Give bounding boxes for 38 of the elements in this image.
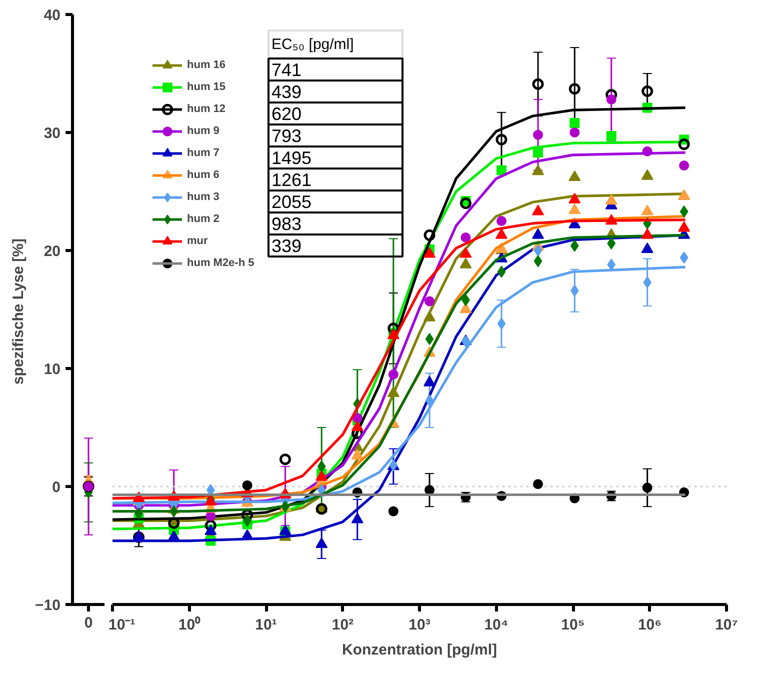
x-tick-label: 10¹ <box>255 616 277 634</box>
annotation: 1261 <box>272 170 312 190</box>
x-tick-label: 10⁵ <box>561 616 585 634</box>
annotation: 339 <box>272 236 302 256</box>
x-tick-label: 10⁰ <box>178 616 202 634</box>
y-tick-label: −10 <box>35 597 61 614</box>
legend-label: hum 2 <box>187 212 220 227</box>
x-tick-label: 10⁻¹ <box>108 616 136 634</box>
y-tick-label: 10 <box>44 361 61 378</box>
legend-label: hum 9 <box>187 124 220 139</box>
y-axis-title: spezifische Lyse [%] <box>10 238 28 385</box>
legend-label: mur <box>187 234 209 249</box>
x-tick-label: 0 <box>84 614 93 632</box>
legend-label: hum 12 <box>187 102 227 117</box>
annotation: 2055 <box>272 192 312 212</box>
annotation: 741 <box>272 60 302 80</box>
annotation: 983 <box>272 214 302 234</box>
legend-label: hum 15 <box>187 80 227 95</box>
legend-label: hum 7 <box>187 146 220 161</box>
y-tick-label: 40 <box>44 7 61 24</box>
x-axis-title: Konzentration [pg/ml] <box>342 642 497 658</box>
annotation: 1495 <box>272 148 312 168</box>
x-tick-label: 10³ <box>408 616 430 634</box>
legend-label: hum 6 <box>187 168 220 183</box>
y-tick-label: 20 <box>44 243 61 260</box>
y-tick-label: 30 <box>44 125 61 142</box>
legend-label: hum 16 <box>187 58 227 73</box>
annotation: 620 <box>272 104 302 124</box>
legend-label: hum 3 <box>187 190 220 205</box>
x-tick-label: 10⁴ <box>484 616 508 634</box>
x-tick-label: 10⁶ <box>638 616 662 634</box>
x-tick-label: 10⁷ <box>715 616 738 634</box>
annotation: 793 <box>272 126 302 146</box>
legend-label: hum M2e-h 5 <box>187 256 256 271</box>
annotation: EC₅₀ [pg/ml] <box>272 36 354 53</box>
x-tick-label: 10² <box>332 616 354 634</box>
y-tick-label: 0 <box>52 479 60 496</box>
annotation: 439 <box>272 82 302 102</box>
